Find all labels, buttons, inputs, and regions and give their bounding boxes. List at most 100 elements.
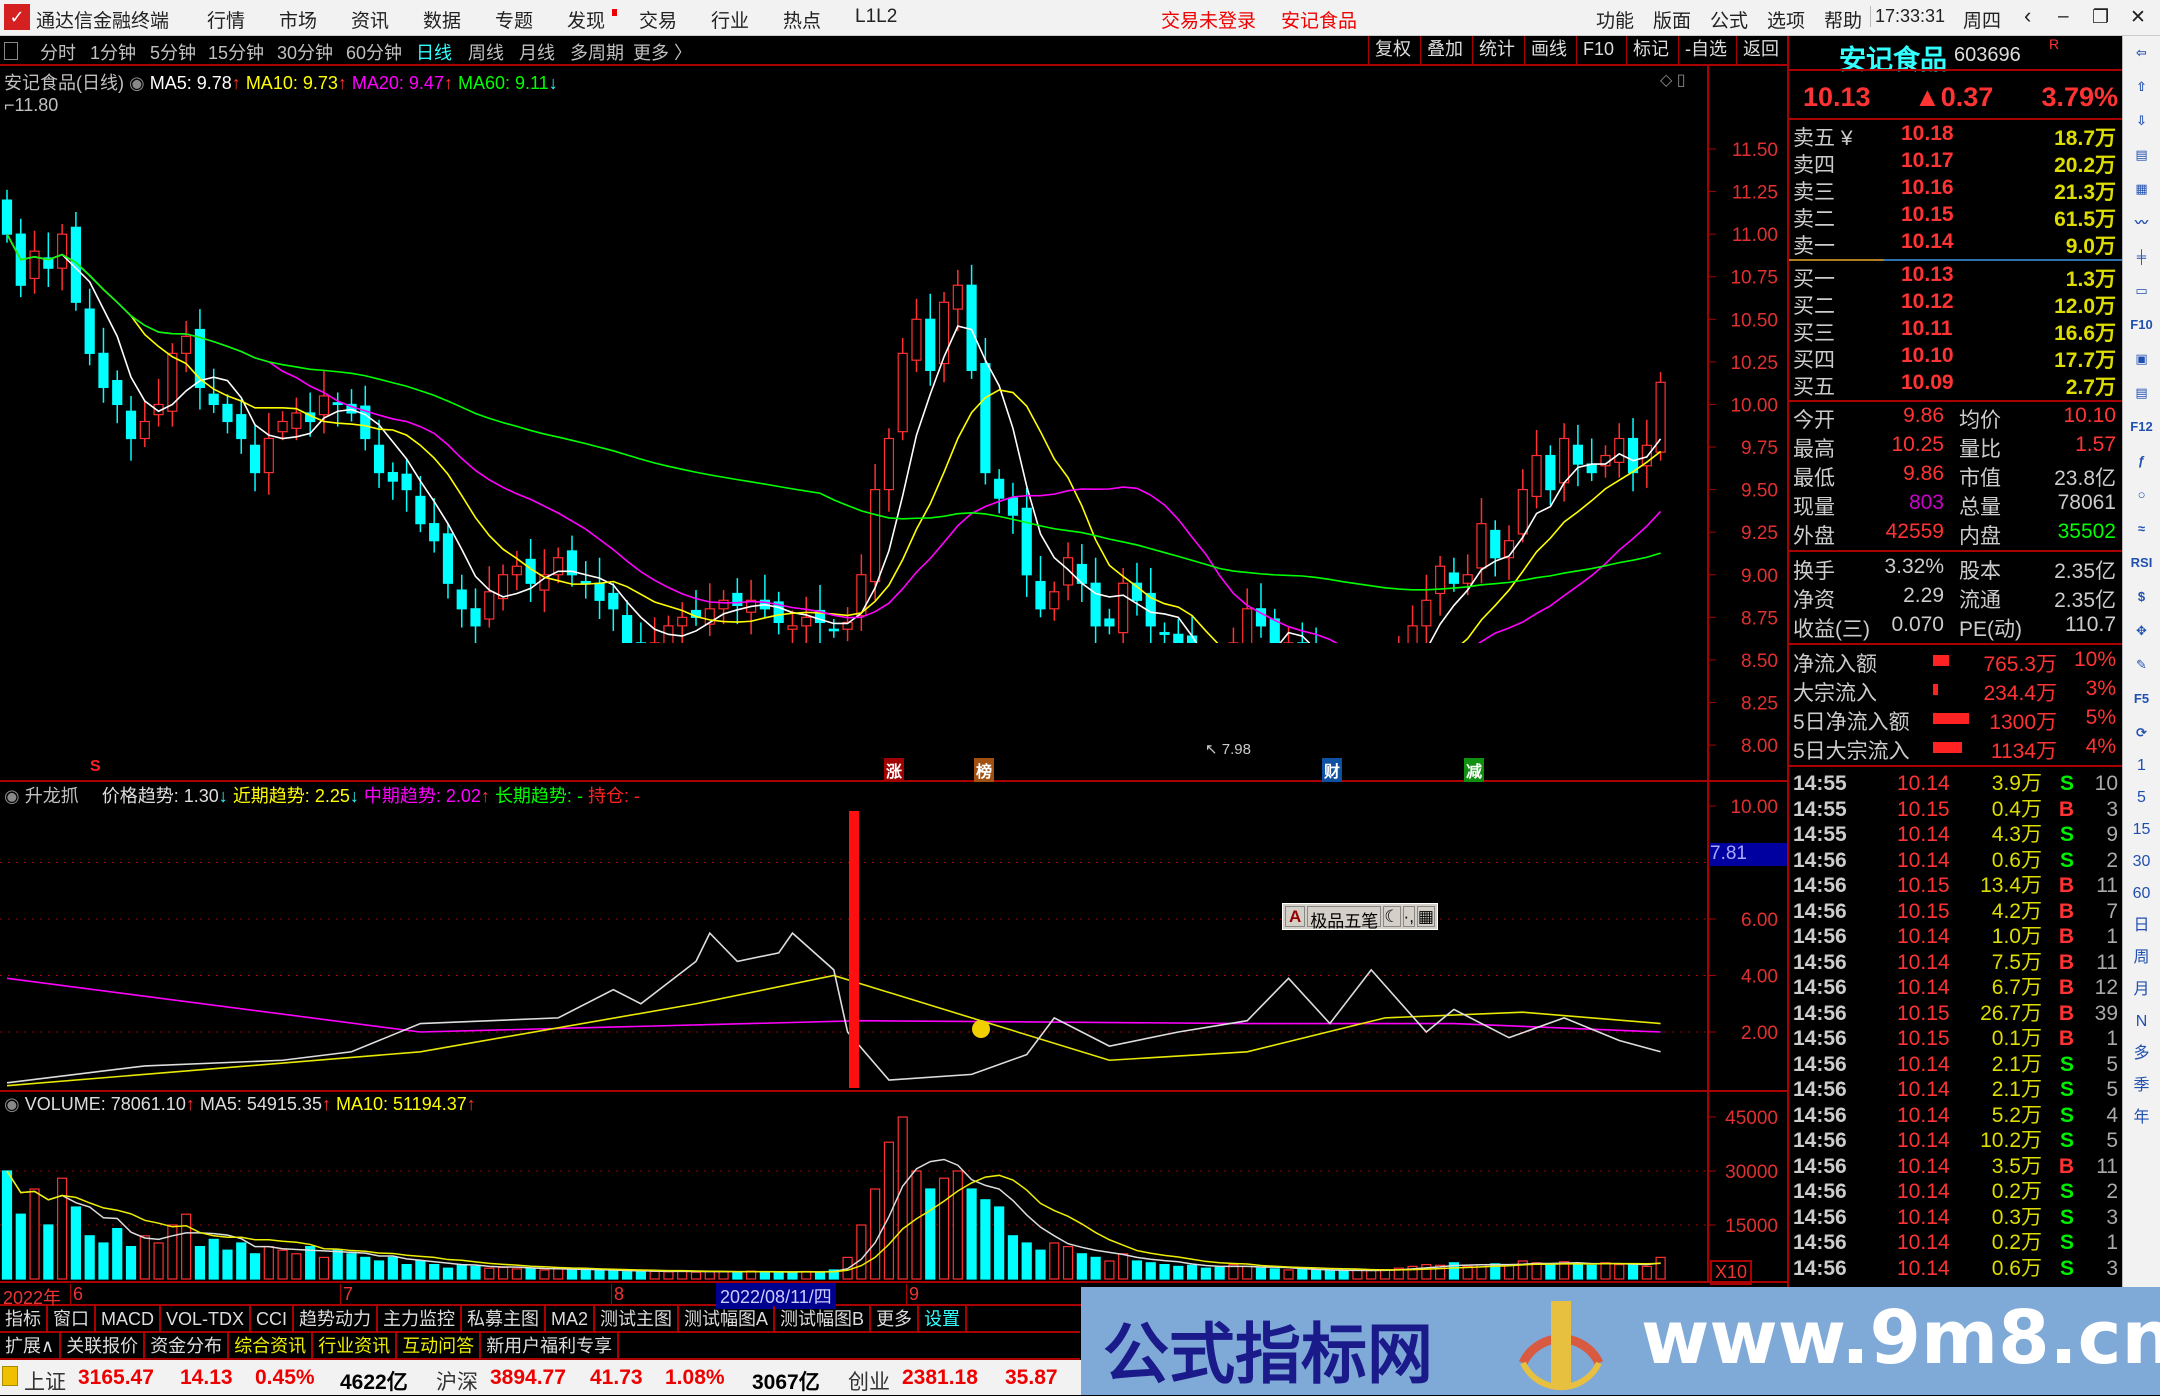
btn-biaoji[interactable]: 标记: [1626, 36, 1675, 64]
hs-label[interactable]: 沪深: [436, 1371, 478, 1394]
extension-tab[interactable]: 互动问答: [397, 1333, 482, 1359]
restore-icon[interactable]: ❐: [2092, 7, 2110, 28]
extension-tab[interactable]: 新用户福利专享: [481, 1333, 620, 1359]
ime-toolbar[interactable]: A 极品五笔 ☾ ·, ▦: [1282, 903, 1438, 931]
extension-tab[interactable]: 资金分布: [145, 1333, 230, 1359]
cy-label[interactable]: 创业: [848, 1371, 890, 1394]
list-icon[interactable]: ▤: [2135, 147, 2148, 162]
circle-icon[interactable]: ○: [2137, 487, 2146, 502]
sidebar-period[interactable]: 5: [2137, 789, 2146, 806]
tree-icon[interactable]: ▣: [2135, 351, 2148, 366]
indicator-tab[interactable]: 设置: [919, 1306, 968, 1332]
indicator-tab[interactable]: 更多: [871, 1306, 920, 1332]
table-icon[interactable]: ▦: [2135, 181, 2148, 196]
indicator-tab[interactable]: 指标: [0, 1306, 48, 1332]
indicator-tab[interactable]: 私募主图: [462, 1306, 547, 1332]
event-marker[interactable]: 涨: [884, 758, 905, 782]
btn-tongji[interactable]: 统计: [1472, 36, 1521, 64]
ime-name[interactable]: 极品五笔: [1307, 906, 1382, 931]
moon-icon[interactable]: ☾: [1383, 906, 1401, 927]
sidebar-period[interactable]: 30: [2132, 853, 2151, 870]
event-marker[interactable]: 财: [1322, 758, 1343, 782]
menu-hangye[interactable]: 行业: [711, 11, 750, 32]
move-icon[interactable]: ✥: [2136, 623, 2147, 638]
btn-fanhui[interactable]: 返回: [1736, 36, 1785, 64]
indicator-tab[interactable]: 窗口: [48, 1306, 96, 1332]
sidebar-period[interactable]: 15: [2132, 821, 2151, 838]
indicator-tab[interactable]: VOL-TDX: [161, 1306, 252, 1332]
formula-icon[interactable]: ƒ: [2137, 453, 2146, 468]
ime-mode[interactable]: A: [1285, 906, 1306, 927]
back-icon[interactable]: ‹: [2024, 3, 2032, 28]
event-marker[interactable]: 榜: [974, 758, 995, 782]
index-icon[interactable]: [2, 1366, 18, 1386]
extension-tab[interactable]: 综合资讯: [229, 1333, 314, 1359]
sidebar-period[interactable]: 周: [2133, 949, 2150, 966]
period-30min[interactable]: 30分钟: [277, 43, 334, 63]
sidebar-period[interactable]: 多: [2133, 1045, 2150, 1062]
menu-shichang[interactable]: 市场: [279, 11, 318, 32]
btn-fuquan[interactable]: 复权: [1368, 36, 1417, 64]
btn-diejia[interactable]: 叠加: [1420, 36, 1469, 64]
period-15min[interactable]: 15分钟: [208, 43, 265, 63]
f10-icon[interactable]: F10: [2130, 317, 2153, 332]
indicator-tab[interactable]: 主力监控: [378, 1306, 463, 1332]
collapse-icon[interactable]: ◉: [4, 1094, 20, 1114]
indicator-tab[interactable]: 趋势动力: [294, 1306, 379, 1332]
login-status[interactable]: 交易未登录: [1161, 11, 1257, 32]
arrow-left-icon[interactable]: ⇦: [2136, 45, 2147, 60]
pencil-icon[interactable]: ✎: [2136, 657, 2147, 672]
sidebar-period[interactable]: 60: [2132, 885, 2151, 902]
sidebar-period[interactable]: 月: [2133, 981, 2150, 998]
wave-icon[interactable]: ≈: [2137, 521, 2146, 536]
sidebar-period[interactable]: 1: [2137, 757, 2146, 774]
rsi-icon[interactable]: RSI: [2130, 555, 2153, 570]
period-multi[interactable]: 多周期: [570, 43, 624, 63]
extension-tab[interactable]: 扩展∧: [0, 1333, 62, 1359]
btn-f10[interactable]: F10: [1576, 36, 1620, 64]
indicator-tab[interactable]: 测试主图: [595, 1306, 680, 1332]
menu-zhuanti[interactable]: 专题: [495, 11, 534, 32]
indicator-tab[interactable]: MACD: [96, 1306, 161, 1332]
extension-tab[interactable]: 关联报价: [61, 1333, 146, 1359]
menu-shuju[interactable]: 数据: [423, 11, 462, 32]
f12-icon[interactable]: F12: [2130, 419, 2153, 434]
menu-faxian[interactable]: 发现: [567, 11, 606, 32]
indicator-tab[interactable]: 测试幅图B: [775, 1306, 872, 1332]
menu-gongshi[interactable]: 公式: [1710, 11, 1749, 32]
candle-icon[interactable]: ╪: [2136, 249, 2147, 264]
indicator-tab[interactable]: 测试幅图A: [679, 1306, 776, 1332]
btn-zixuan[interactable]: -自选: [1678, 36, 1733, 64]
sidebar-period[interactable]: N: [2135, 1013, 2148, 1030]
menu-l1l2[interactable]: L1L2: [855, 6, 898, 27]
menu-gongneng[interactable]: 功能: [1596, 11, 1635, 32]
period-weekly[interactable]: 周线: [468, 43, 504, 63]
period-monthly[interactable]: 月线: [519, 43, 555, 63]
panel-toggle-icon[interactable]: [4, 42, 18, 60]
minimize-icon[interactable]: –: [2058, 6, 2069, 27]
event-marker[interactable]: 减: [1464, 758, 1485, 782]
period-5min[interactable]: 5分钟: [150, 43, 197, 63]
btn-huaxian[interactable]: 画线: [1524, 36, 1573, 64]
menu-bangzhu[interactable]: 帮助: [1824, 11, 1863, 32]
period-1min[interactable]: 1分钟: [90, 43, 137, 63]
keyboard-icon[interactable]: ▦: [1416, 906, 1435, 927]
menu-xuanxiang[interactable]: 选项: [1767, 11, 1806, 32]
ime-punct[interactable]: ·,: [1402, 906, 1415, 927]
news-icon[interactable]: ▭: [2135, 283, 2148, 298]
period-60min[interactable]: 60分钟: [346, 43, 403, 63]
collapse-icon[interactable]: ◉: [129, 73, 145, 93]
arrow-down-icon[interactable]: ⇩: [2136, 113, 2147, 128]
sidebar-period[interactable]: 年: [2133, 1109, 2150, 1126]
period-daily[interactable]: 日线: [416, 43, 452, 63]
menu-redian[interactable]: 热点: [783, 11, 822, 32]
period-more[interactable]: 更多 〉: [633, 43, 693, 63]
extension-tab[interactable]: 行业资讯: [313, 1333, 398, 1359]
diamond-icon[interactable]: ◇ ▯: [1660, 72, 1686, 89]
sidebar-period[interactable]: 日: [2133, 917, 2150, 934]
arrow-up-icon[interactable]: ⇧: [2136, 79, 2147, 94]
menu-banmian[interactable]: 版面: [1653, 11, 1692, 32]
menu-zixun[interactable]: 资讯: [351, 11, 390, 32]
indicator-tab[interactable]: MA2: [546, 1306, 596, 1332]
line-chart-icon[interactable]: 〰: [2134, 215, 2148, 230]
